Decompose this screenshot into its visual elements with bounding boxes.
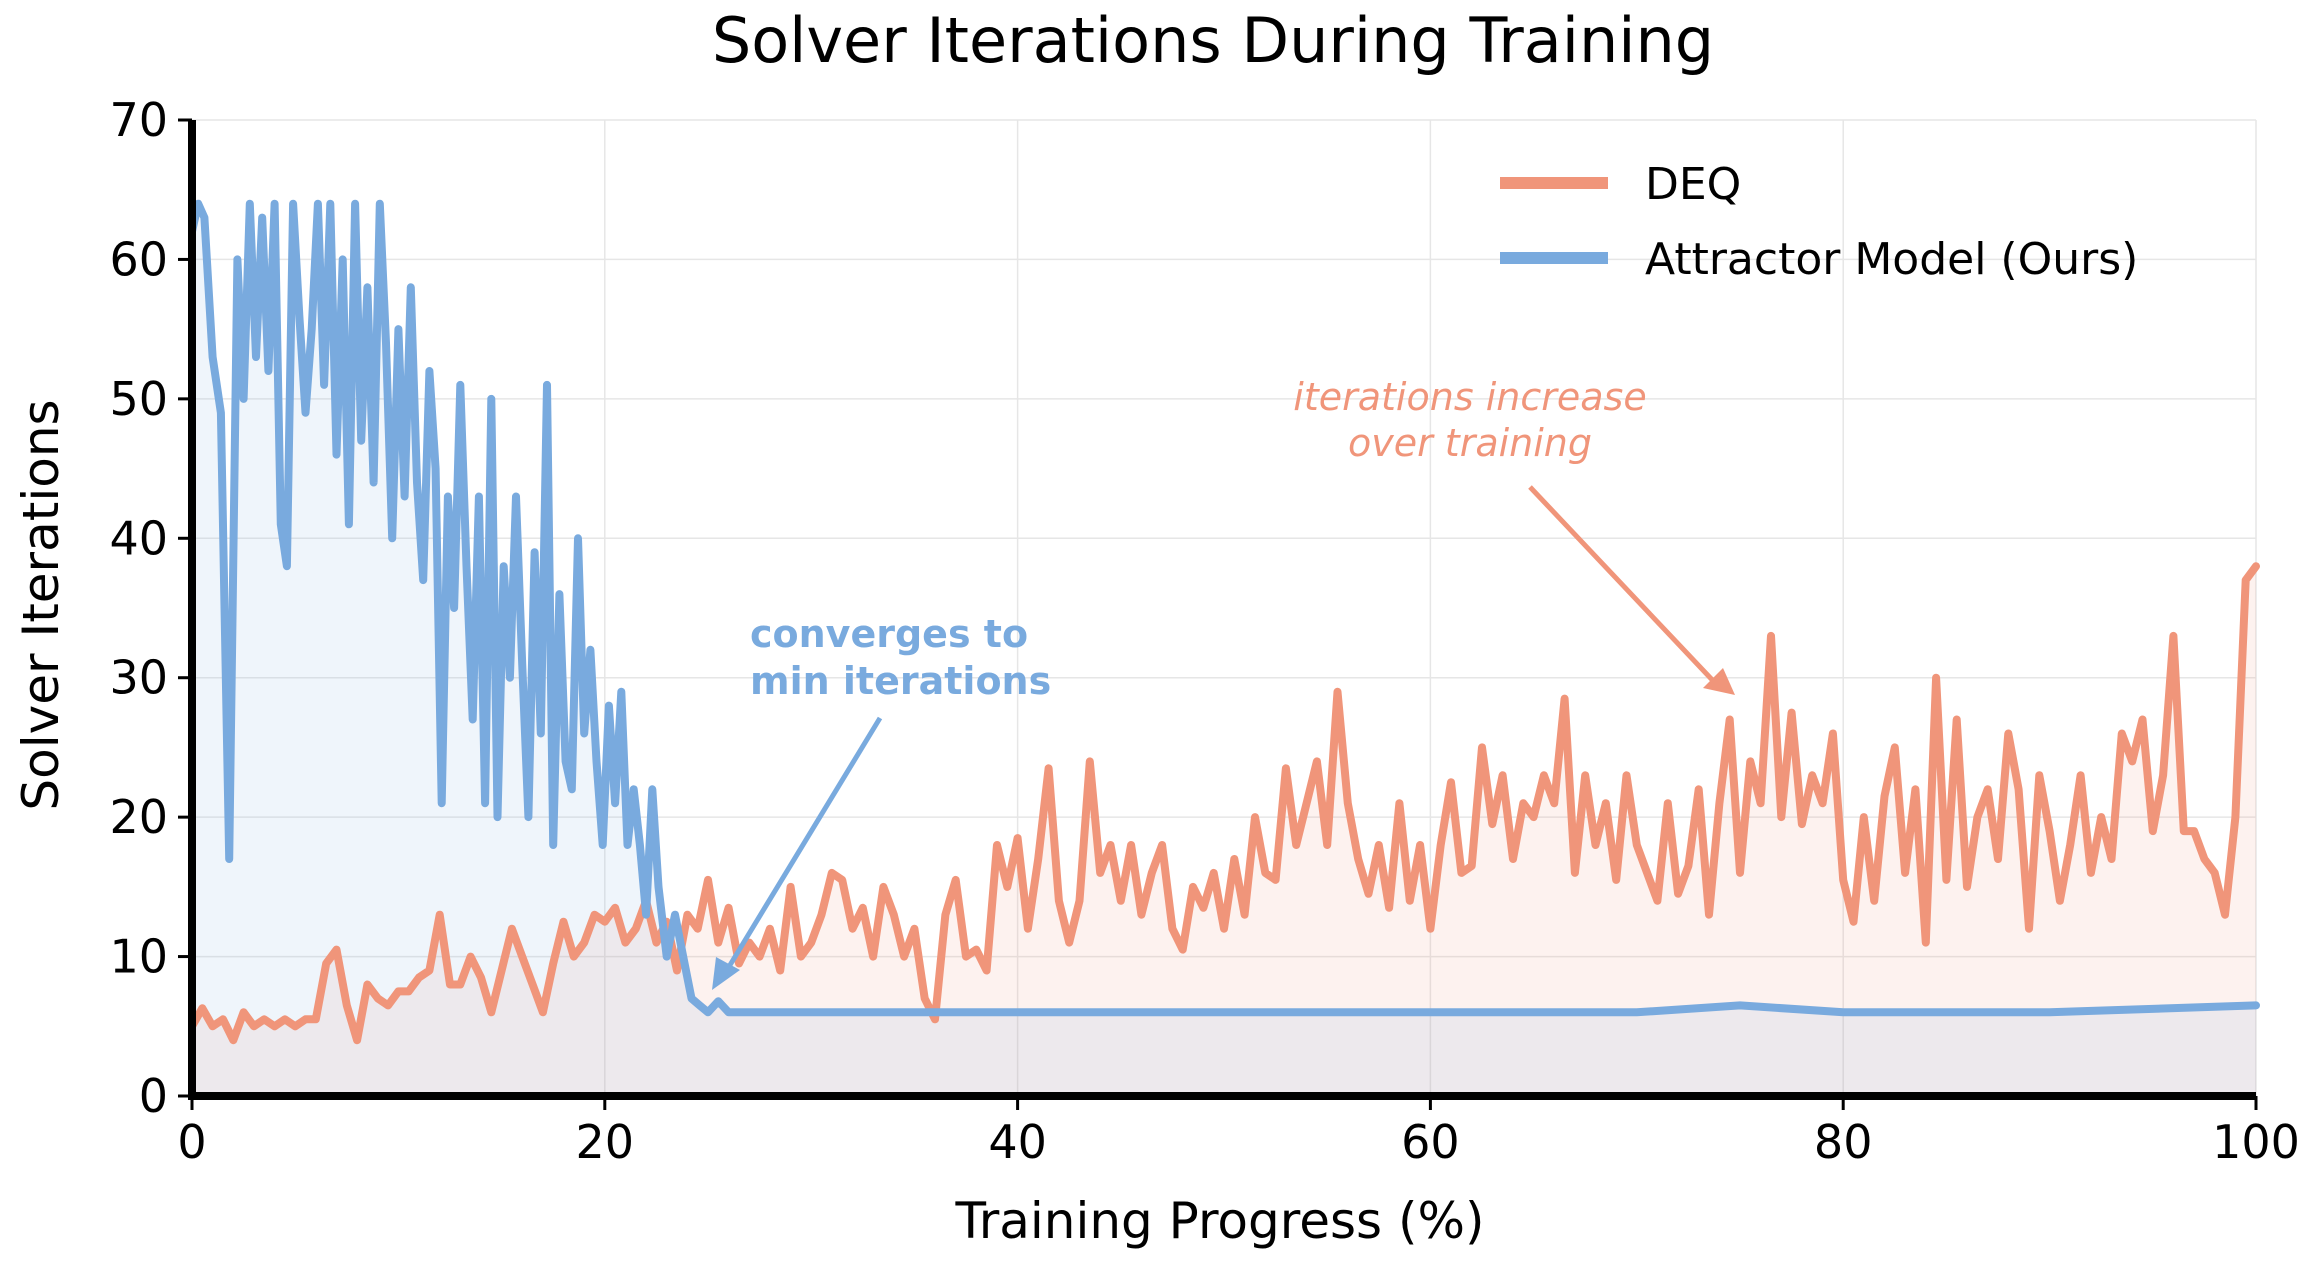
x-tick-label: 40 [988,1115,1047,1169]
y-tick-label: 30 [109,651,168,705]
series-line-0 [188,562,2260,1045]
x-tick-label: 0 [177,1115,206,1169]
grid [191,119,2257,1097]
x-tick-label: 20 [576,1115,635,1169]
series-fill-1 [192,203,2256,1096]
series-line-1 [188,199,2260,1017]
annotation-attractor-line2: min iterations [750,659,1051,703]
annotation-deq-arrow-head [1703,668,1735,695]
x-tick-label: 60 [1401,1115,1460,1169]
x-axis-title: Training Progress (%) [955,1192,1485,1250]
y-axis-title: Solver Iterations [12,399,70,810]
annotation-attractor-arrow-shaft [724,716,883,972]
y-tick-label: 20 [109,790,168,844]
y-tick-label: 60 [109,232,168,286]
annotation-attractor-line1: converges to [750,612,1028,656]
x-tick-label: 80 [1814,1115,1873,1169]
series-lines [188,199,2260,1045]
annotation-deq-line1: iterations increase [1293,375,1646,419]
annotation-attractor-arrow-head [712,957,740,990]
annotation-deq-line2: over training [1348,421,1592,465]
axes [188,120,2256,1100]
y-tick-label: 0 [139,1069,168,1123]
series-fills [192,203,2256,1096]
y-tick-label: 40 [109,511,168,565]
y-tick-label: 70 [109,93,168,147]
legend-label-attractor: Attractor Model (Ours) [1645,234,2138,285]
y-tick-label: 50 [109,372,168,426]
y-tick-label: 10 [109,930,168,984]
chart-title: Solver Iterations During Training [712,4,1714,77]
annotations: iterations increase over training conver… [712,375,1735,990]
series-fill-0 [192,566,2256,1096]
annotation-deq-arrow-shaft [1528,485,1720,688]
legend: DEQ Attractor Model (Ours) [1500,159,2138,285]
legend-label-deq: DEQ [1645,159,1741,210]
x-tick-label: 100 [2212,1115,2300,1169]
tick-labels: 0 20 40 60 80 100 0 10 20 30 40 50 60 70 [109,93,2299,1169]
